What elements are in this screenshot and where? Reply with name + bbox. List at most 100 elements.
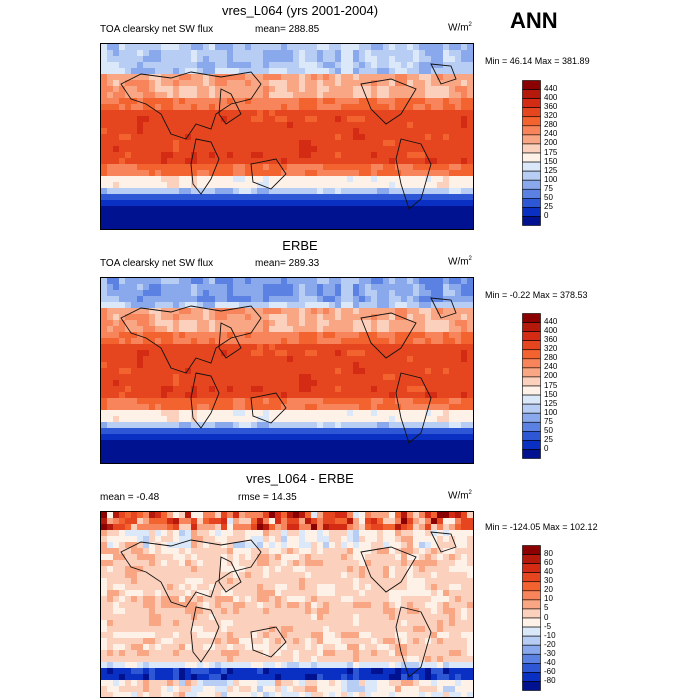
colorbar-swatch bbox=[522, 599, 541, 610]
season-label: ANN bbox=[510, 8, 558, 33]
coastline bbox=[218, 88, 242, 125]
colorbar-tick-label: 320 bbox=[544, 111, 558, 121]
colorbar-tick-label: 150 bbox=[544, 389, 558, 399]
coastline bbox=[360, 78, 417, 125]
colorbar-swatch bbox=[522, 134, 541, 145]
colorbar-tick-label: 175 bbox=[544, 380, 558, 390]
panel-2-mean: mean= 289.33 bbox=[255, 258, 320, 269]
colorbar-swatch bbox=[522, 572, 541, 583]
colorbar-tick-label: 280 bbox=[544, 120, 558, 130]
panel-1-minmax: Min = 46.14 Max = 381.89 bbox=[485, 56, 590, 66]
colorbar-swatch bbox=[522, 617, 541, 628]
colorbar-swatch bbox=[522, 331, 541, 341]
panel-2-colorbar: 440 400 360 320 280 240 200 175 150 125 100 75 50 25 0 bbox=[522, 313, 582, 459]
colorbar-tick-label: 200 bbox=[544, 138, 558, 148]
colorbar-tick-label: 50 bbox=[544, 425, 553, 435]
colorbar-tick-label: 240 bbox=[544, 362, 558, 372]
panel-1-units-base: W/m bbox=[448, 22, 469, 34]
panel-2-units-sup: 2 bbox=[468, 256, 472, 262]
panel-2-minmax: Min = -0.22 Max = 378.53 bbox=[485, 290, 588, 300]
colorbar-tick-label: 280 bbox=[544, 353, 558, 363]
colorbar-tick-label: -30 bbox=[544, 648, 556, 658]
colorbar-tick-label: 400 bbox=[544, 326, 558, 336]
colorbar-tick-label: -20 bbox=[544, 639, 556, 649]
panel-3-colorbar: 80 60 40 30 20 10 5 0 -5 -10 -20 -30 -40 -60 -80 bbox=[522, 545, 582, 691]
colorbar-tick-label: 5 bbox=[544, 603, 549, 613]
colorbar-tick-label: 240 bbox=[544, 129, 558, 139]
coastline bbox=[190, 138, 220, 195]
colorbar-tick-label: 75 bbox=[544, 416, 553, 426]
colorbar-tick-label: 125 bbox=[544, 165, 558, 175]
panel-2-map bbox=[100, 277, 474, 464]
colorbar-swatch bbox=[522, 322, 541, 332]
colorbar-swatch bbox=[522, 394, 541, 405]
coastline bbox=[120, 539, 262, 608]
panel-3-map bbox=[100, 511, 474, 698]
colorbar-swatch bbox=[522, 635, 541, 646]
colorbar-swatch bbox=[522, 626, 541, 637]
colorbar-tick-label: -10 bbox=[544, 630, 556, 640]
coastline bbox=[190, 372, 220, 429]
colorbar-swatch bbox=[522, 663, 541, 673]
colorbar-swatch bbox=[522, 412, 541, 423]
coastline bbox=[218, 556, 242, 593]
colorbar-tick-label: -60 bbox=[544, 666, 556, 676]
colorbar-tick-label: 25 bbox=[544, 201, 553, 211]
colorbar-tick-label: 200 bbox=[544, 371, 558, 381]
colorbar-swatch bbox=[522, 563, 541, 573]
colorbar-swatch bbox=[522, 107, 541, 118]
colorbar-swatch bbox=[522, 653, 541, 664]
coastline bbox=[395, 138, 432, 210]
colorbar-swatch bbox=[522, 672, 541, 682]
colorbar-tick-label: 125 bbox=[544, 398, 558, 408]
colorbar-svg bbox=[522, 313, 541, 459]
colorbar-swatch bbox=[522, 198, 541, 208]
panel-3-units-base: W/m bbox=[448, 490, 469, 502]
colorbar-tick-label: 360 bbox=[544, 102, 558, 112]
colorbar-tick-label: 75 bbox=[544, 183, 553, 193]
colorbar-swatch bbox=[522, 545, 541, 555]
colorbar-swatch bbox=[522, 216, 541, 226]
colorbar-tick-label: -5 bbox=[544, 621, 552, 631]
panel-3-minmax: Min = -124.05 Max = 102.12 bbox=[485, 522, 598, 532]
coastline bbox=[430, 531, 457, 553]
colorbar-swatch bbox=[522, 590, 541, 601]
colorbar-tick-label: 0 bbox=[544, 612, 549, 622]
colorbar-swatch bbox=[522, 554, 541, 564]
colorbar-tick-label: 0 bbox=[544, 443, 549, 453]
colorbar-tick-label: 100 bbox=[544, 407, 558, 417]
coastline bbox=[395, 372, 432, 444]
colorbar-swatch bbox=[522, 116, 541, 127]
colorbar-svg bbox=[522, 545, 541, 691]
coastline bbox=[120, 71, 262, 140]
colorbar-tick-label: 175 bbox=[544, 147, 558, 157]
coastline bbox=[190, 606, 220, 663]
colorbar-swatch bbox=[522, 161, 541, 172]
panel-3-units-sup: 2 bbox=[468, 490, 472, 496]
colorbar-swatch bbox=[522, 170, 541, 181]
coastline bbox=[430, 63, 457, 85]
colorbar-svg bbox=[522, 80, 541, 226]
panel-2-title: ERBE bbox=[282, 238, 318, 253]
colorbar-swatch bbox=[522, 80, 541, 90]
colorbar-swatch bbox=[522, 143, 541, 154]
colorbar-tick-label: 50 bbox=[544, 192, 553, 202]
map-field bbox=[101, 512, 473, 697]
panel-1-units-sup: 2 bbox=[468, 22, 472, 28]
coastline bbox=[218, 322, 242, 359]
colorbar-tick-label: 60 bbox=[544, 558, 553, 568]
panel-3-title: vres_L064 - ERBE bbox=[246, 471, 354, 486]
coastline bbox=[360, 546, 417, 593]
panel-3-left-label: mean = -0.48 bbox=[100, 492, 160, 503]
panel-2-units: W/m2 bbox=[448, 256, 472, 267]
colorbar-swatch bbox=[522, 403, 541, 414]
panel-2-units-base: W/m bbox=[448, 256, 469, 268]
colorbar-swatch bbox=[522, 207, 541, 217]
colorbar-swatch bbox=[522, 421, 541, 432]
colorbar-swatch bbox=[522, 367, 541, 378]
coastline bbox=[250, 626, 287, 658]
map-field bbox=[101, 44, 473, 229]
panel-3-units: W/m2 bbox=[448, 490, 472, 501]
colorbar-swatch bbox=[522, 449, 541, 459]
colorbar-tick-label: 10 bbox=[544, 594, 553, 604]
